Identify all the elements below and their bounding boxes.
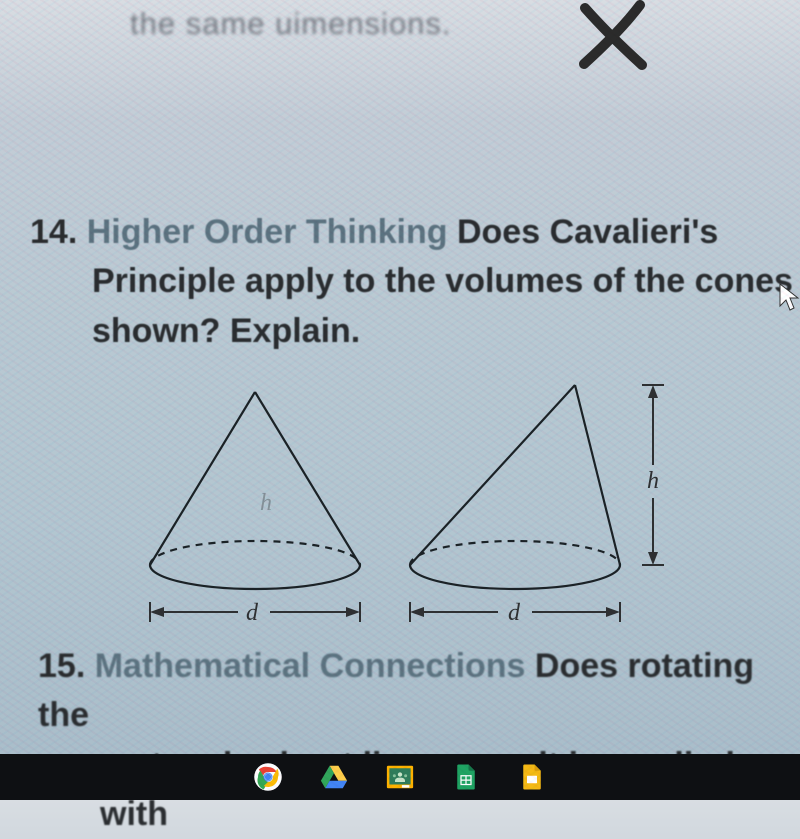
question-15: 15. Mathematical Connections Does rotati…: [38, 642, 800, 839]
q14-text-3: shown? Explain.: [30, 307, 800, 356]
taskbar: [0, 754, 800, 800]
mouse-cursor-icon: [778, 282, 800, 317]
google-drive-icon[interactable]: [317, 760, 351, 794]
label-h-right: h: [647, 468, 659, 494]
label-d-right: d: [508, 600, 521, 626]
q14-number: 14.: [30, 213, 77, 251]
chrome-icon[interactable]: [251, 760, 285, 794]
x-mark-icon: [570, 0, 660, 80]
q15-number: 15.: [38, 647, 85, 685]
google-classroom-icon[interactable]: [383, 760, 417, 794]
q15-keyword: Mathematical Connections: [95, 647, 526, 685]
label-d-left: d: [246, 600, 259, 626]
q14-keyword: Higher Order Thinking: [87, 213, 448, 251]
google-slides-icon[interactable]: [515, 760, 549, 794]
google-sheets-icon[interactable]: [449, 760, 483, 794]
cones-figure: h h: [120, 370, 680, 620]
q14-text-2: Principle apply to the volumes of the co…: [30, 257, 800, 306]
question-14: 14. Higher Order Thinking Does Cavalieri…: [30, 208, 800, 356]
label-h-left: h: [260, 490, 272, 516]
prev-question-fragment: the same uimensions.: [130, 6, 452, 42]
